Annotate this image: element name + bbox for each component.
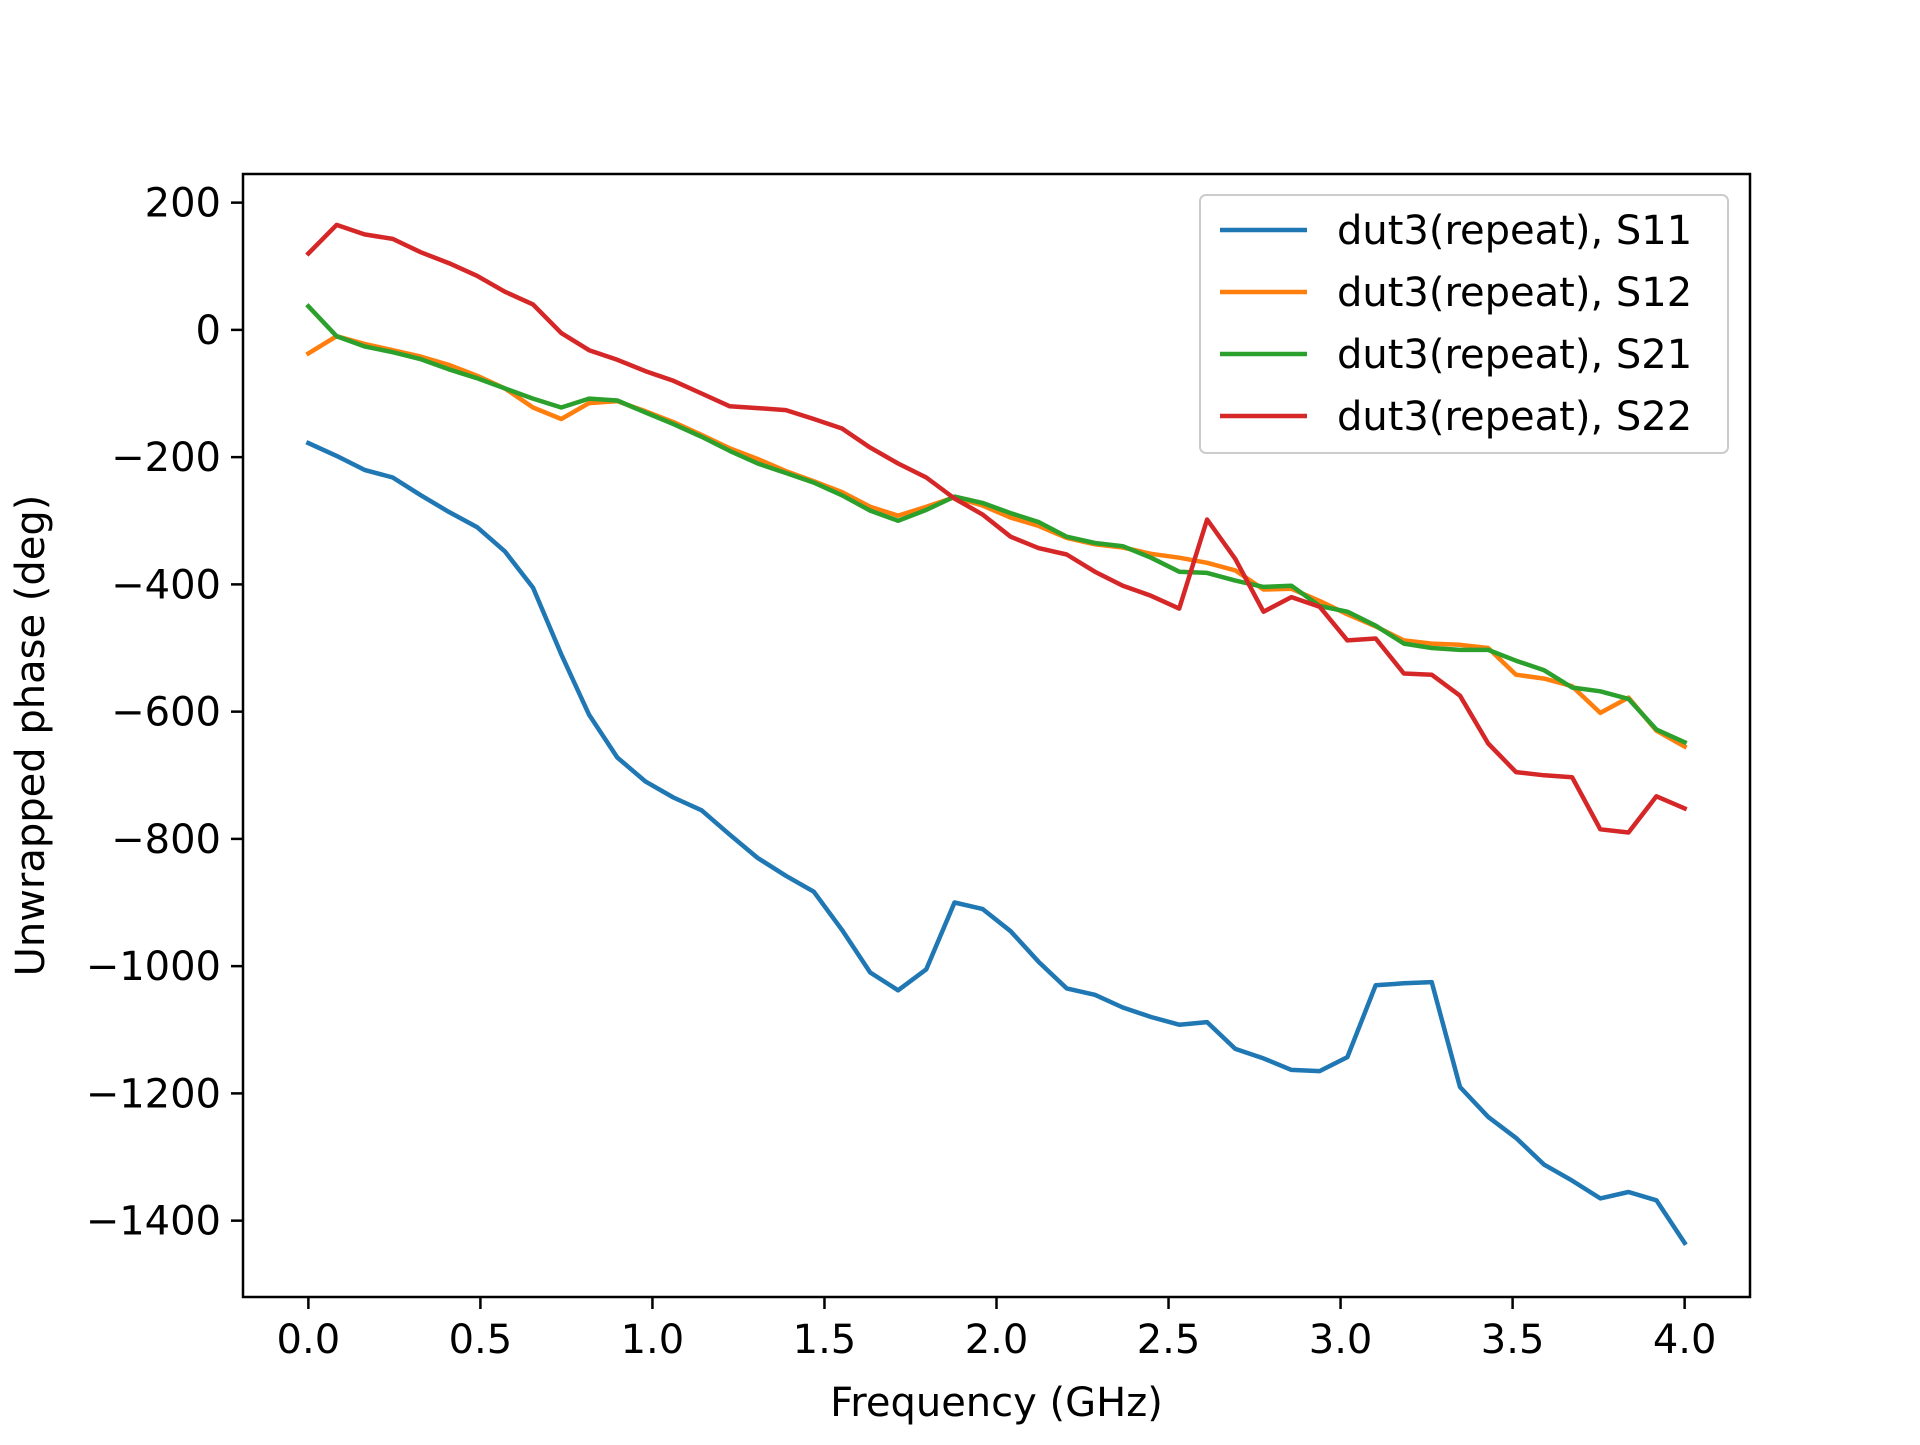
x-tick-label: 0.0: [277, 1317, 341, 1363]
x-tick-label: 2.0: [965, 1317, 1029, 1363]
legend-label: dut3(repeat), S11: [1337, 208, 1692, 254]
legend-entries: dut3(repeat), S11 dut3(repeat), S12 dut3(r…: [1220, 208, 1692, 440]
legend-label: dut3(repeat), S21: [1337, 332, 1692, 378]
y-tick-label: 0: [196, 308, 221, 354]
series-line-1: [305, 440, 1688, 1247]
series-line-2: [305, 333, 1688, 750]
x-tick-label: 3.0: [1309, 1317, 1373, 1363]
y-axis-ticks: 200 0 −200 −400 −600 −800 −1000 −1200 −1400: [86, 181, 243, 1245]
x-tick-label: 2.5: [1137, 1317, 1201, 1363]
x-axis-ticks: 0.0 0.5 1.0 1.5 2.0 2.5 3.0 3.5 4.0: [277, 1297, 1717, 1363]
x-axis-label: Frequency (GHz): [830, 1380, 1163, 1426]
legend-item: dut3(repeat), S21: [1220, 332, 1692, 378]
y-tick-label: −800: [111, 817, 221, 863]
y-axis-label: Unwrapped phase (deg): [8, 495, 54, 977]
x-tick-label: 4.0: [1653, 1317, 1717, 1363]
x-tick-label: 1.0: [621, 1317, 685, 1363]
y-tick-label: −1000: [86, 944, 221, 990]
series-line-4: [305, 222, 1688, 835]
y-tick-label: −1400: [86, 1199, 221, 1245]
legend-item: dut3(repeat), S22: [1220, 394, 1692, 440]
legend-item: dut3(repeat), S11: [1220, 208, 1692, 254]
x-tick-label: 1.5: [793, 1317, 857, 1363]
x-tick-label: 0.5: [449, 1317, 513, 1363]
legend-label: dut3(repeat), S22: [1337, 394, 1692, 440]
y-tick-label: −400: [111, 562, 221, 608]
series-line-3: [305, 303, 1688, 746]
y-tick-label: 200: [145, 181, 221, 227]
series-layer: [305, 222, 1688, 1247]
y-tick-label: −1200: [86, 1071, 221, 1117]
x-tick-label: 3.5: [1481, 1317, 1545, 1363]
legend-label: dut3(repeat), S12: [1337, 270, 1692, 316]
legend-item: dut3(repeat), S12: [1220, 270, 1692, 316]
legend-box: [1199, 194, 1729, 454]
legend: dut3(repeat), S11 dut3(repeat), S12 dut3(r…: [1199, 194, 1729, 454]
y-tick-label: −200: [111, 435, 221, 481]
y-tick-label: −600: [111, 690, 221, 736]
